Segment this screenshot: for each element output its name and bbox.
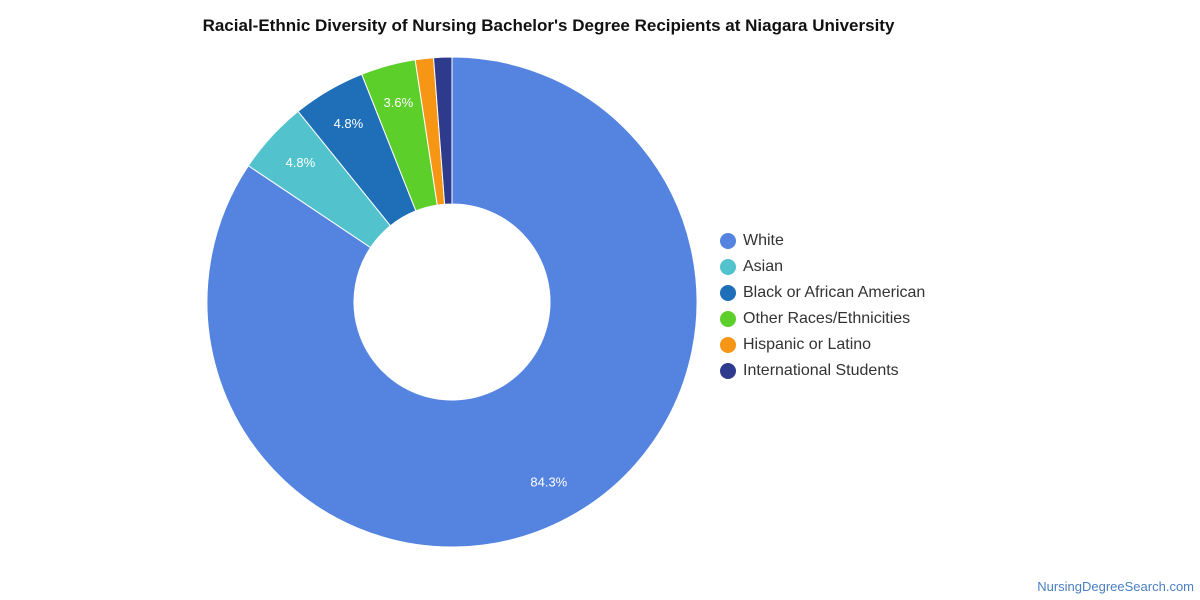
legend-swatch-icon <box>720 259 736 275</box>
chart-title: Racial-Ethnic Diversity of Nursing Bache… <box>202 16 895 35</box>
legend-swatch-icon <box>720 285 736 301</box>
legend-item-other-races-ethnicities[interactable]: Other Races/Ethnicities <box>720 306 925 332</box>
legend-swatch-icon <box>720 363 736 379</box>
data-label-other-races-ethnicities: 3.6% <box>384 95 414 110</box>
legend-item-white[interactable]: White <box>720 228 925 254</box>
legend-item-international-students[interactable]: International Students <box>720 358 925 384</box>
legend-swatch-icon <box>720 233 736 249</box>
legend-label: International Students <box>743 362 899 379</box>
data-label-asian: 4.8% <box>286 155 316 170</box>
legend-label: Black or African American <box>743 284 926 301</box>
data-label-white: 84.3% <box>530 475 567 490</box>
site-watermark[interactable]: NursingDegreeSearch.com <box>1037 579 1194 594</box>
legend-swatch-icon <box>720 337 736 353</box>
legend-item-black-or-african-american[interactable]: Black or African American <box>720 280 925 306</box>
data-label-black-or-african-american: 4.8% <box>334 116 364 131</box>
legend-label: Other Races/Ethnicities <box>743 310 911 327</box>
chart-legend: White Asian Black or African American Other… <box>720 228 925 384</box>
legend-label: Asian <box>743 258 784 275</box>
legend-swatch-icon <box>720 311 736 327</box>
legend-label: White <box>743 232 784 249</box>
slice-international-students[interactable] <box>432 56 453 205</box>
slice-white[interactable] <box>206 56 698 548</box>
legend-item-asian[interactable]: Asian <box>720 254 925 280</box>
legend-label: Hispanic or Latino <box>743 336 872 353</box>
legend-item-hispanic-or-latino[interactable]: Hispanic or Latino <box>720 332 925 358</box>
